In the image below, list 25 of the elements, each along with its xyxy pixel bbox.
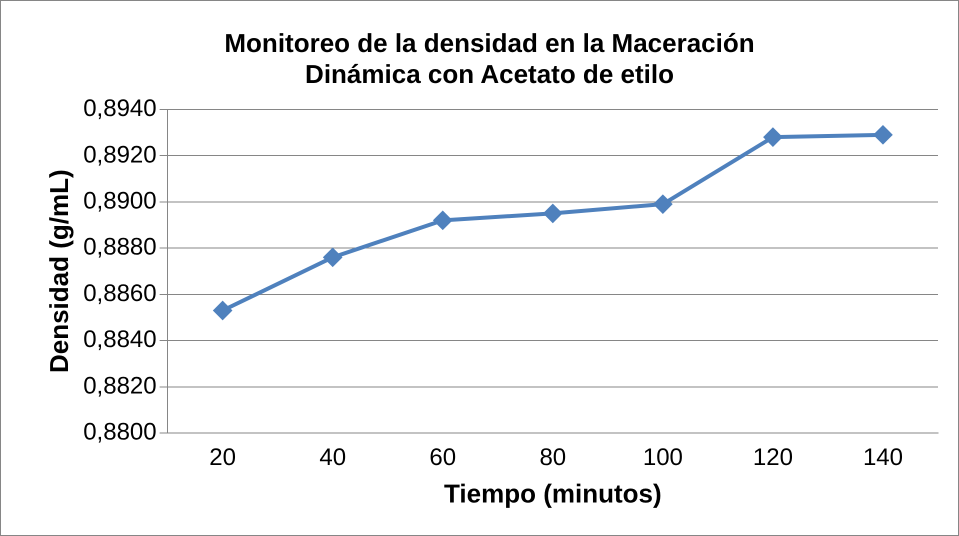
- chart-title: Monitoreo de la densidad en la Maceración Dinámica con Acetato de etilo: [224, 28, 755, 89]
- y-tick-label: 0,8940: [83, 95, 157, 122]
- point: [874, 126, 892, 144]
- y-tick-label: 0,8880: [83, 234, 157, 261]
- point: [654, 195, 672, 214]
- y-tick-label: 0,8840: [83, 326, 157, 354]
- x-tick-label: 40: [319, 444, 346, 472]
- y-tick-label: 0,8900: [83, 187, 157, 214]
- point: [764, 128, 782, 146]
- y-tick-label: 0,8820: [83, 372, 157, 400]
- x-tick-label: 20: [209, 444, 236, 472]
- point: [544, 204, 562, 222]
- point: [324, 248, 342, 266]
- x-tick-label: 80: [539, 444, 566, 472]
- x-tick-label: 60: [429, 444, 456, 472]
- x-tick-label: 140: [862, 444, 903, 472]
- y-tick-label: 0,8920: [83, 141, 157, 168]
- y-tick-label: 0,8860: [83, 280, 157, 307]
- y-axis-title: Densidad (g/mL): [44, 169, 74, 374]
- x-axis-title: Tiempo (minutos): [444, 478, 662, 509]
- point: [214, 301, 232, 320]
- y-tick-label: 0,8800: [83, 418, 157, 446]
- x-tick-label: 120: [752, 444, 793, 472]
- x-tick-label: 100: [642, 444, 683, 472]
- point: [434, 211, 452, 230]
